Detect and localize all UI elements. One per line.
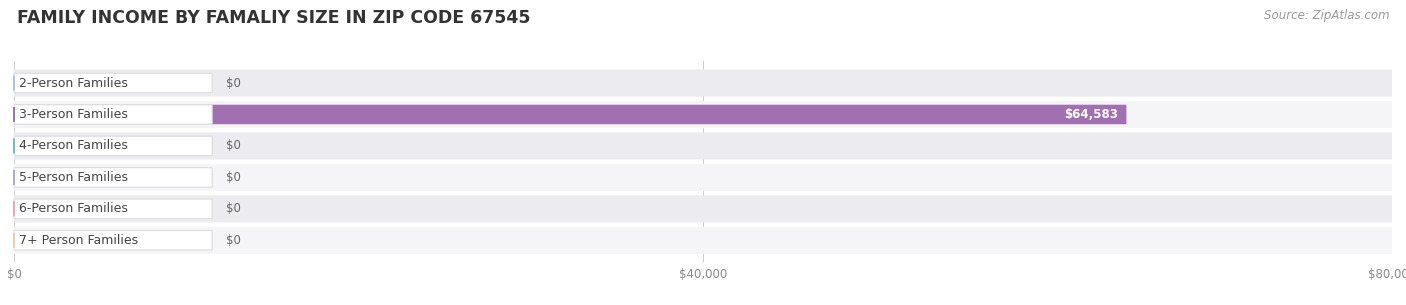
Text: FAMILY INCOME BY FAMALIY SIZE IN ZIP CODE 67545: FAMILY INCOME BY FAMALIY SIZE IN ZIP COD…: [17, 9, 530, 27]
Text: 5-Person Families: 5-Person Families: [20, 171, 128, 184]
Text: $0: $0: [226, 77, 240, 89]
Text: 3-Person Families: 3-Person Families: [20, 108, 128, 121]
FancyBboxPatch shape: [14, 164, 1392, 191]
FancyBboxPatch shape: [14, 105, 1126, 124]
FancyBboxPatch shape: [14, 168, 212, 187]
Text: 2-Person Families: 2-Person Families: [20, 77, 128, 89]
Text: 4-Person Families: 4-Person Families: [20, 139, 128, 152]
Text: 6-Person Families: 6-Person Families: [20, 202, 128, 215]
FancyBboxPatch shape: [14, 199, 212, 219]
FancyBboxPatch shape: [14, 73, 212, 93]
FancyBboxPatch shape: [14, 227, 1392, 254]
FancyBboxPatch shape: [14, 101, 1392, 128]
Text: $0: $0: [226, 234, 240, 247]
Text: Source: ZipAtlas.com: Source: ZipAtlas.com: [1264, 9, 1389, 22]
FancyBboxPatch shape: [14, 231, 212, 250]
FancyBboxPatch shape: [14, 168, 212, 187]
FancyBboxPatch shape: [14, 199, 212, 219]
FancyBboxPatch shape: [14, 231, 212, 250]
Text: $0: $0: [226, 171, 240, 184]
FancyBboxPatch shape: [14, 73, 212, 93]
FancyBboxPatch shape: [14, 136, 212, 156]
FancyBboxPatch shape: [14, 70, 1392, 97]
FancyBboxPatch shape: [14, 195, 1392, 222]
FancyBboxPatch shape: [14, 132, 1392, 160]
Text: $0: $0: [226, 202, 240, 215]
Text: 7+ Person Families: 7+ Person Families: [20, 234, 138, 247]
Text: $64,583: $64,583: [1064, 108, 1118, 121]
FancyBboxPatch shape: [14, 136, 212, 156]
FancyBboxPatch shape: [14, 105, 212, 124]
Text: $0: $0: [226, 139, 240, 152]
